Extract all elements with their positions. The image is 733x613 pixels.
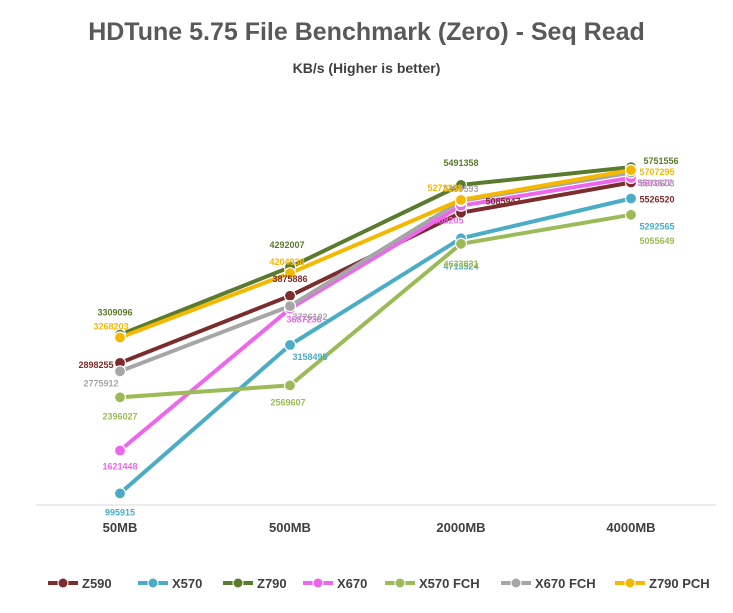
series-line xyxy=(118,168,633,340)
data-point xyxy=(454,193,468,206)
data-label: 5593877 xyxy=(637,178,672,188)
data-label: 3268203 xyxy=(93,321,128,331)
data-label: 3309096 xyxy=(97,308,132,318)
series-line xyxy=(118,196,633,496)
data-point xyxy=(113,444,127,457)
data-label: 5259593 xyxy=(443,184,478,194)
data-point xyxy=(113,331,127,344)
data-label: 5707295 xyxy=(639,167,674,177)
data-point xyxy=(454,178,468,191)
data-label: 5085947 xyxy=(485,197,520,207)
data-label: 5526520 xyxy=(639,194,674,204)
data-label: 2775912 xyxy=(83,378,118,388)
data-point xyxy=(113,365,127,378)
legend-label: X570 FCH xyxy=(419,576,480,591)
x-tick-label: 4000MB xyxy=(606,520,655,535)
legend-swatch-marker xyxy=(57,577,69,589)
data-label: 3875886 xyxy=(272,274,307,284)
legend-swatch-marker xyxy=(232,577,244,589)
data-label: 4292007 xyxy=(269,240,304,250)
legend-label: Z590 xyxy=(82,576,112,591)
data-label: 4713524 xyxy=(443,261,478,271)
series-line xyxy=(118,212,633,400)
data-label: 5670603 xyxy=(639,179,674,189)
legend-swatch-marker xyxy=(510,577,522,589)
data-point xyxy=(454,237,468,250)
x-tick-label: 500MB xyxy=(269,520,311,535)
data-point xyxy=(624,164,638,177)
data-point xyxy=(283,289,297,302)
series-line xyxy=(118,170,633,374)
chart-title: HDTune 5.75 File Benchmark (Zero) - Seq … xyxy=(88,18,645,46)
data-label: 5751556 xyxy=(643,156,678,166)
data-label: 3158495 xyxy=(292,352,327,362)
data-label: 4633831 xyxy=(443,259,478,269)
x-tick-label: 50MB xyxy=(103,520,138,535)
data-point xyxy=(113,391,127,404)
data-label: 2396027 xyxy=(102,411,137,421)
data-label: 1621448 xyxy=(102,461,137,471)
legend-label: X670 FCH xyxy=(535,576,596,591)
data-point xyxy=(624,192,638,205)
legend-swatch-marker xyxy=(394,577,406,589)
data-label: 2569607 xyxy=(270,397,305,407)
series-line xyxy=(118,180,633,365)
data-point xyxy=(113,487,127,500)
legend-label: X570 xyxy=(172,576,202,591)
series-line xyxy=(118,165,633,337)
data-label: 5188205 xyxy=(428,216,463,226)
legend-swatch-marker xyxy=(624,577,636,589)
x-tick-label: 2000MB xyxy=(436,520,485,535)
data-label: 3687236 xyxy=(286,315,321,325)
data-point xyxy=(283,267,297,280)
data-label: 2898255 xyxy=(78,360,113,370)
data-label: 995915 xyxy=(105,507,135,517)
legend-label: Z790 xyxy=(257,576,287,591)
data-label: 5292565 xyxy=(639,222,674,232)
legend-swatch-marker xyxy=(147,577,159,589)
data-label: 3726102 xyxy=(292,312,327,322)
series-line xyxy=(118,175,633,453)
data-point xyxy=(283,379,297,392)
data-label: 5272288 xyxy=(427,183,462,193)
data-label: 5491358 xyxy=(443,158,478,168)
legend-label: Z790 PCH xyxy=(649,576,710,591)
legend-label: X670 xyxy=(337,576,367,591)
legend-swatch-marker xyxy=(312,577,324,589)
data-label: 5055649 xyxy=(639,236,674,246)
data-label: 4204938 xyxy=(269,257,304,267)
data-point xyxy=(283,300,297,313)
chart-subtitle: KB/s (Higher is better) xyxy=(292,60,441,76)
data-point xyxy=(624,208,638,221)
data-point xyxy=(283,338,297,352)
